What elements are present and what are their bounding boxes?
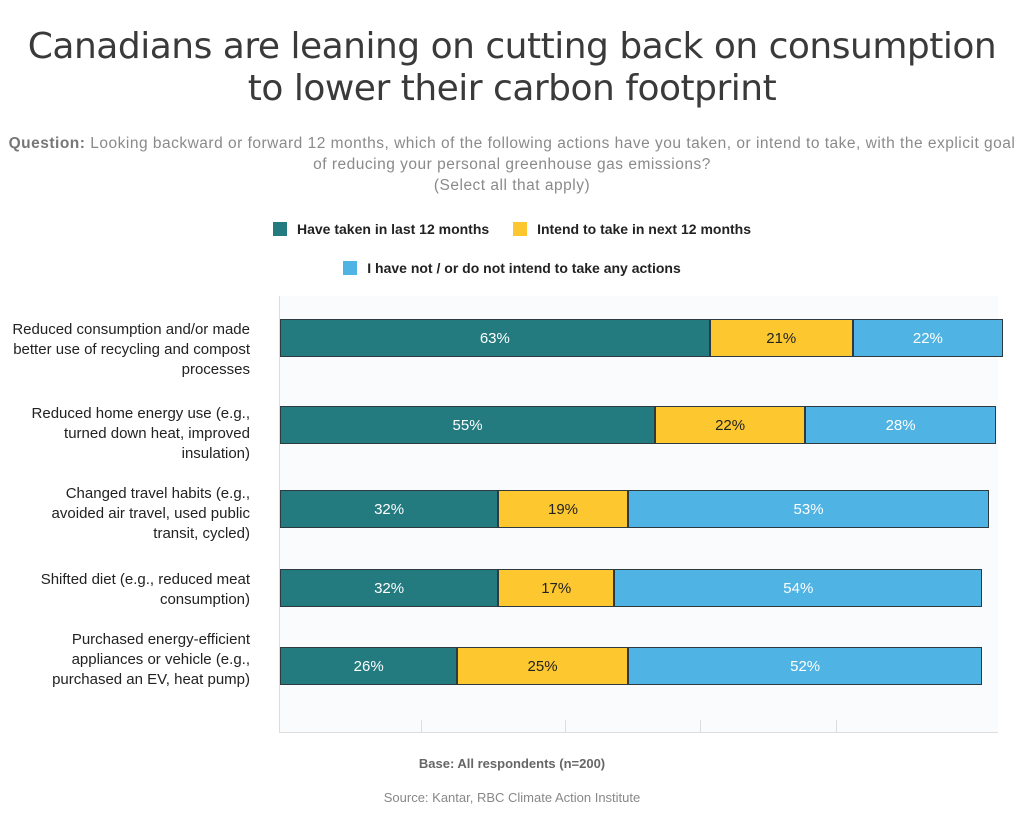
source-note: Source: Kantar, RBC Climate Action Insti…	[383, 790, 641, 805]
bar-segment: 52%	[627, 647, 983, 685]
bar-segment: 26%	[280, 647, 458, 685]
data-label: 28%	[885, 416, 916, 434]
legend-second-row: I have not / or do not intend to take an…	[0, 260, 1024, 278]
bar-segment: 17%	[498, 569, 615, 607]
bar-segment: 55%	[280, 406, 656, 444]
axis-tick	[836, 720, 837, 732]
legend-swatch	[513, 222, 528, 236]
chart-title: Canadians are leaning on cutting back on…	[27, 26, 997, 109]
legend-label: Have taken in last 12 months	[297, 221, 490, 237]
bar-segment: 54%	[614, 569, 983, 607]
legend-swatch	[273, 222, 287, 236]
data-label: 55%	[452, 416, 483, 434]
bar-segment: 32%	[280, 569, 499, 607]
data-label: 25%	[527, 657, 558, 675]
category-label: Purchased energy-efficient appliances or…	[52, 631, 250, 688]
data-label: 32%	[374, 579, 405, 597]
chart-question: Question: Looking backward or forward 12…	[0, 133, 1024, 196]
axis-tick	[421, 720, 422, 732]
data-label: 19%	[548, 500, 579, 518]
bar-segment: 25%	[457, 647, 628, 685]
data-label: 17%	[541, 579, 572, 597]
legend: Have taken in last 12 months Intend to t…	[0, 221, 1024, 239]
data-label: 22%	[912, 329, 943, 347]
category-label: Reduced home energy use (e.g., turned do…	[31, 405, 250, 462]
legend-item: Intend to take in next 12 months	[513, 221, 751, 237]
data-label: 26%	[353, 657, 384, 675]
bar-segment: 28%	[805, 406, 997, 444]
data-label: 63%	[479, 329, 510, 347]
bar-segment: 22%	[655, 406, 806, 444]
bar-segment: 19%	[498, 490, 628, 528]
category-label: Reduced consumption and/or made better u…	[12, 321, 250, 378]
base-note: Base: All respondents (n=200)	[418, 756, 606, 771]
axis-tick	[700, 720, 701, 732]
data-label: 53%	[793, 500, 824, 518]
data-label: 52%	[790, 657, 821, 675]
question-label: Question:	[8, 135, 86, 152]
category-label: Changed travel habits (e.g., avoided air…	[51, 485, 250, 542]
bar-segment: 32%	[280, 490, 499, 528]
data-label: 22%	[715, 416, 746, 434]
bar-segment: 53%	[627, 490, 990, 528]
legend-label: Intend to take in next 12 months	[537, 221, 751, 237]
legend-label: I have not / or do not intend to take an…	[367, 260, 681, 276]
bar-segment: 21%	[709, 319, 853, 357]
legend-item: Have taken in last 12 months	[273, 221, 489, 237]
data-label: 54%	[783, 579, 814, 597]
axis-tick	[565, 720, 566, 732]
question-text: Looking backward or forward 12 months, w…	[90, 135, 1016, 173]
data-label: 21%	[766, 329, 797, 347]
bar-segment: 22%	[852, 319, 1003, 357]
plot-area: 63% 21% 22% 55% 22% 28% 32% 19% 53% 32% 17% 54% 26% 2…	[279, 296, 1003, 733]
legend-swatch	[343, 261, 358, 275]
category-label: Shifted diet (e.g., reduced meat consump…	[40, 571, 250, 608]
bar-segment: 63%	[280, 319, 710, 357]
question-note: (Select all that apply)	[433, 177, 591, 194]
data-label: 32%	[374, 500, 405, 518]
legend-item: I have not / or do not intend to take an…	[343, 260, 681, 276]
